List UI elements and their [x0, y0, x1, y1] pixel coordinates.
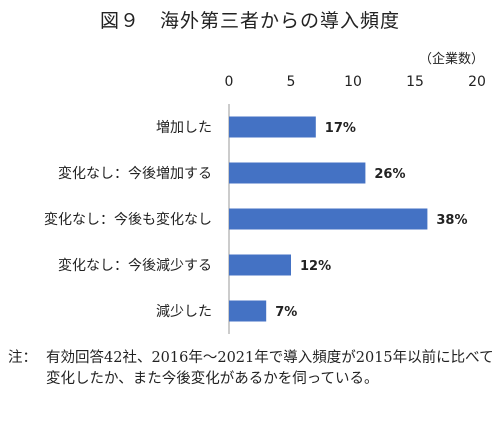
- bar-chart: 0 5 10 15 20 増加した変化なし：今後増加する変化なし：今後も変化なし変化なし…: [44, 74, 486, 334]
- bar: [229, 300, 267, 322]
- footnote-prefix: 注：: [8, 350, 37, 366]
- x-tick-label: 20: [468, 74, 486, 90]
- data-label: 7%: [275, 305, 297, 320]
- data-label: 17%: [325, 121, 356, 136]
- bar: [229, 254, 291, 276]
- unit-label: （企業数）: [418, 52, 484, 67]
- data-label: 26%: [374, 167, 405, 182]
- chart-title: 図９ 海外第三者からの導入頻度: [99, 10, 400, 32]
- category-label: 増加した: [156, 120, 212, 136]
- bar: [229, 208, 428, 230]
- category-label: 変化なし：今後も変化なし: [44, 211, 212, 228]
- category-label: 変化なし：今後増加する: [58, 165, 212, 182]
- bar: [229, 162, 366, 184]
- x-tick-label: 5: [287, 74, 296, 90]
- x-tick-label: 15: [406, 74, 424, 90]
- footnote-text: 有効回答42社、2016年～2021年で導入頻度が2015年以前に比べて変化した…: [46, 350, 494, 387]
- data-label: 12%: [300, 259, 331, 274]
- footnote: 注： 有効回答42社、2016年～2021年で導入頻度が2015年以前に比べて変…: [8, 348, 496, 390]
- x-tick-label: 10: [344, 74, 362, 90]
- category-label: 減少した: [156, 303, 212, 320]
- data-label: 38%: [436, 213, 467, 228]
- x-tick-label: 0: [225, 74, 234, 90]
- bar: [229, 116, 316, 138]
- category-label: 変化なし：今後減少する: [58, 257, 212, 274]
